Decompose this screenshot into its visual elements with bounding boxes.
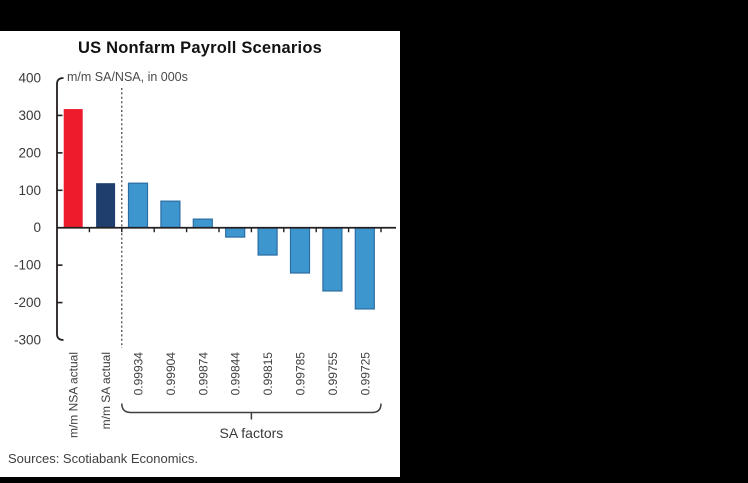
source-note: Sources: Scotiabank Economics. [8,451,199,466]
y-tick-label: 300 [18,108,41,123]
bar-0.99934 [127,182,149,229]
x-category-label: 0.99874 [196,352,210,396]
y-tick-label: 200 [18,145,41,160]
chart-panel: 400 300 200 100 0 -100 -200 -300 m/m NSA actual m… [0,31,400,477]
x-category-label: 0.99815 [261,352,275,396]
x-category-label: m/m SA actual [99,352,113,429]
x-category-label: 0.99785 [294,352,308,396]
x-category-label: 0.99934 [132,352,146,396]
sa-factors-bracket [121,403,382,420]
y-tick-label: -100 [14,258,41,273]
x-category-label: 0.99904 [164,352,178,396]
bar-0.99785 [289,227,311,274]
bracket-label: SA factors [219,425,283,441]
y-axis [56,77,64,341]
x-category-label: 0.99725 [358,352,372,396]
bar-0.99904 [160,200,181,229]
payroll-scenarios-bar-chart: 400 300 200 100 0 -100 -200 -300 m/m NSA actual m… [14,71,396,441]
bar-0.99815 [257,227,278,256]
x-category-label: 0.99844 [229,352,243,396]
y-tick-label: 100 [18,183,41,198]
bar-m-m-nsa-actual [63,109,83,228]
x-category-label: m/m NSA actual [67,352,81,438]
y-tick-label: -300 [14,333,41,348]
y-tick-label: -200 [14,295,41,310]
bar-m-m-sa-actual [96,183,116,228]
bar-0.99874 [192,218,213,229]
chart-subtitle: m/m SA/NSA, in 000s [67,70,188,84]
bar-0.99844 [225,227,246,238]
chart-title: US Nonfarm Payroll Scenarios [77,39,322,57]
bar-0.99725 [354,227,375,310]
bar-0.99755 [322,227,343,292]
x-category-label: 0.99755 [326,352,340,396]
y-tick-label: 0 [33,220,41,235]
y-tick-label: 400 [18,71,41,86]
